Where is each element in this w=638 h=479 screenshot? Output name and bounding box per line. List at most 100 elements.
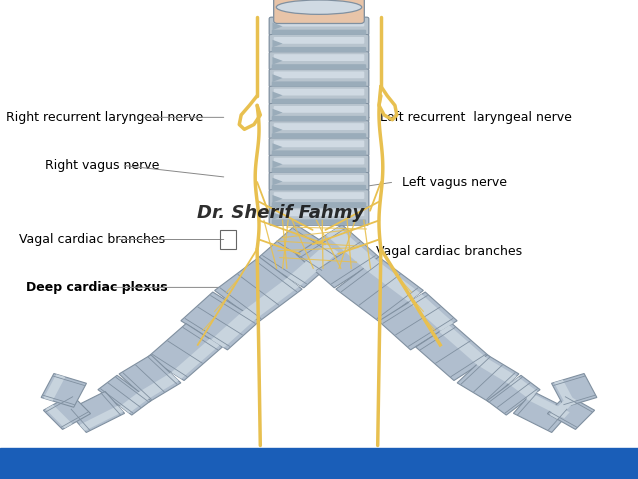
FancyBboxPatch shape xyxy=(274,37,364,44)
Polygon shape xyxy=(272,126,283,134)
Text: Vagal cardiac branches: Vagal cardiac branches xyxy=(19,233,165,246)
FancyBboxPatch shape xyxy=(274,192,364,199)
FancyBboxPatch shape xyxy=(274,209,364,216)
FancyBboxPatch shape xyxy=(272,116,366,121)
Polygon shape xyxy=(172,339,219,379)
Polygon shape xyxy=(272,23,283,30)
Polygon shape xyxy=(272,160,283,168)
Polygon shape xyxy=(258,225,342,288)
FancyBboxPatch shape xyxy=(272,99,366,104)
Polygon shape xyxy=(41,374,87,407)
FancyBboxPatch shape xyxy=(269,69,369,87)
Polygon shape xyxy=(272,212,283,220)
FancyBboxPatch shape xyxy=(272,150,366,156)
FancyBboxPatch shape xyxy=(269,69,369,87)
FancyBboxPatch shape xyxy=(274,192,364,199)
Text: Dr. Sherif Fahmy: Dr. Sherif Fahmy xyxy=(197,204,364,222)
Polygon shape xyxy=(526,393,570,418)
Polygon shape xyxy=(364,259,420,302)
Polygon shape xyxy=(272,143,283,151)
Polygon shape xyxy=(336,257,424,323)
Polygon shape xyxy=(272,126,283,134)
FancyBboxPatch shape xyxy=(269,207,369,225)
Polygon shape xyxy=(148,324,222,380)
Polygon shape xyxy=(440,325,487,365)
Polygon shape xyxy=(211,311,256,348)
Polygon shape xyxy=(272,160,283,168)
Text: Right recurrent laryngeal nerve: Right recurrent laryngeal nerve xyxy=(6,111,204,124)
FancyBboxPatch shape xyxy=(274,71,364,78)
FancyBboxPatch shape xyxy=(269,172,369,191)
Polygon shape xyxy=(272,195,283,203)
FancyBboxPatch shape xyxy=(272,64,366,69)
FancyBboxPatch shape xyxy=(272,202,366,207)
FancyBboxPatch shape xyxy=(269,103,369,122)
Polygon shape xyxy=(409,294,454,331)
FancyBboxPatch shape xyxy=(269,155,369,173)
Polygon shape xyxy=(272,57,283,65)
FancyBboxPatch shape xyxy=(272,168,366,173)
FancyBboxPatch shape xyxy=(272,116,366,121)
FancyBboxPatch shape xyxy=(274,20,364,26)
FancyBboxPatch shape xyxy=(274,54,364,61)
FancyBboxPatch shape xyxy=(274,0,364,23)
FancyBboxPatch shape xyxy=(272,219,366,225)
Polygon shape xyxy=(272,178,283,185)
FancyBboxPatch shape xyxy=(269,17,369,35)
FancyBboxPatch shape xyxy=(269,34,369,53)
FancyBboxPatch shape xyxy=(272,133,366,138)
FancyBboxPatch shape xyxy=(274,140,364,147)
FancyBboxPatch shape xyxy=(269,52,369,70)
FancyBboxPatch shape xyxy=(272,81,366,87)
Polygon shape xyxy=(272,57,283,65)
Polygon shape xyxy=(98,375,151,415)
FancyBboxPatch shape xyxy=(272,30,366,35)
FancyBboxPatch shape xyxy=(274,89,364,95)
Polygon shape xyxy=(272,195,283,203)
FancyBboxPatch shape xyxy=(274,106,364,113)
FancyBboxPatch shape xyxy=(272,30,366,35)
FancyBboxPatch shape xyxy=(272,168,366,173)
FancyBboxPatch shape xyxy=(269,190,369,208)
Polygon shape xyxy=(272,74,283,82)
FancyBboxPatch shape xyxy=(272,47,366,52)
FancyBboxPatch shape xyxy=(274,123,364,130)
Polygon shape xyxy=(272,212,283,220)
Polygon shape xyxy=(547,395,595,430)
FancyBboxPatch shape xyxy=(274,140,364,147)
FancyBboxPatch shape xyxy=(272,81,366,87)
Polygon shape xyxy=(509,377,538,399)
FancyBboxPatch shape xyxy=(269,155,369,173)
FancyBboxPatch shape xyxy=(269,121,369,139)
Polygon shape xyxy=(119,355,181,402)
FancyBboxPatch shape xyxy=(269,172,369,191)
Polygon shape xyxy=(477,357,517,384)
Text: Deep cardiac plexus: Deep cardiac plexus xyxy=(26,281,167,294)
Polygon shape xyxy=(272,143,283,151)
Polygon shape xyxy=(272,109,283,116)
FancyBboxPatch shape xyxy=(274,37,364,44)
FancyBboxPatch shape xyxy=(274,175,364,182)
Polygon shape xyxy=(214,257,302,323)
Polygon shape xyxy=(242,278,299,320)
FancyBboxPatch shape xyxy=(274,106,364,113)
Polygon shape xyxy=(67,391,124,433)
Polygon shape xyxy=(551,374,597,407)
Bar xyxy=(0,448,638,479)
Polygon shape xyxy=(549,396,576,419)
FancyBboxPatch shape xyxy=(269,34,369,53)
Polygon shape xyxy=(120,392,149,413)
FancyBboxPatch shape xyxy=(272,99,366,104)
FancyBboxPatch shape xyxy=(269,207,369,225)
Polygon shape xyxy=(138,373,179,400)
Polygon shape xyxy=(514,391,571,433)
Polygon shape xyxy=(416,324,490,380)
Polygon shape xyxy=(379,292,457,350)
Polygon shape xyxy=(43,374,65,401)
FancyBboxPatch shape xyxy=(272,133,366,138)
Text: Right vagus nerve: Right vagus nerve xyxy=(45,159,159,172)
Polygon shape xyxy=(80,406,123,431)
Polygon shape xyxy=(487,375,540,415)
FancyBboxPatch shape xyxy=(272,150,366,156)
Text: Left recurrent  laryngeal nerve: Left recurrent laryngeal nerve xyxy=(380,111,572,124)
